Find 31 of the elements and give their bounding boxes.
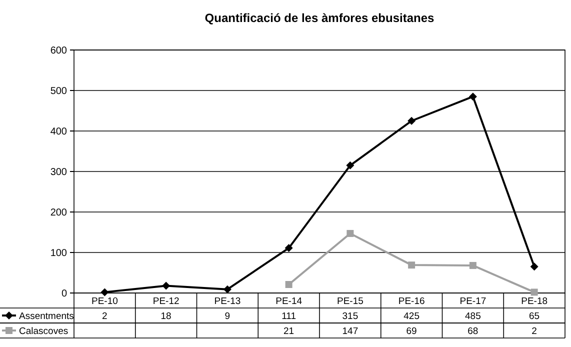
data-label: 69 xyxy=(406,326,417,337)
chart-title: Quantificació de les àmfores ebusitanes xyxy=(204,11,435,25)
data-label: 9 xyxy=(224,310,230,322)
y-tick-label: 0 xyxy=(61,288,68,300)
x-tick-label: PE-18 xyxy=(521,296,548,307)
data-label: 147 xyxy=(342,326,358,337)
legend-label: Calascoves xyxy=(19,326,68,337)
y-tick-label: 300 xyxy=(50,167,68,178)
x-tick-label: PE-17 xyxy=(460,296,486,307)
x-tick-label: PE-16 xyxy=(398,296,425,307)
data-label: 111 xyxy=(282,310,296,322)
data-label: 485 xyxy=(465,310,481,322)
data-label: 425 xyxy=(404,310,420,322)
data-label: 315 xyxy=(342,310,358,322)
x-tick-label: PE-15 xyxy=(336,296,364,307)
x-tick-label: PE-10 xyxy=(91,296,118,307)
data-label: 2 xyxy=(532,326,537,337)
x-tick-label: PE-13 xyxy=(214,296,241,307)
legend-label: Assentments xyxy=(19,310,74,322)
data-label: 2 xyxy=(102,310,108,322)
data-label: 65 xyxy=(529,310,540,322)
y-tick-label: 100 xyxy=(50,248,68,259)
data-label: 18 xyxy=(160,310,172,322)
x-tick-label: PE-12 xyxy=(152,296,180,307)
y-tick-label: 400 xyxy=(50,126,68,138)
y-tick-label: 500 xyxy=(50,86,68,97)
y-tick-label: 600 xyxy=(50,46,68,56)
x-tick-label: PE-14 xyxy=(276,296,302,307)
data-label: 21 xyxy=(284,326,294,337)
y-tick-label: 200 xyxy=(50,208,68,218)
data-label: 68 xyxy=(468,326,478,337)
